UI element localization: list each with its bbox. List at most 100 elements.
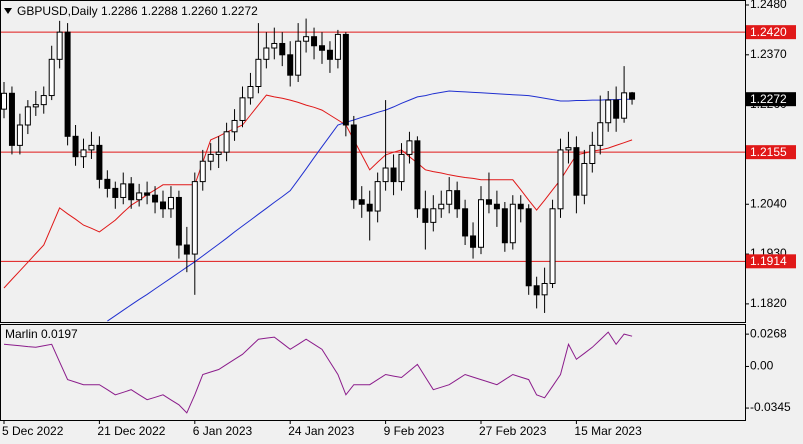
indicator-plot	[3, 331, 633, 414]
overlay: 1.24801.23701.22601.20401.19301.18200.02…	[2, 0, 796, 438]
candle-body	[573, 147, 580, 196]
candle-body	[8, 92, 15, 146]
candle-body	[1, 92, 7, 110]
candle-body	[175, 196, 182, 246]
level-label-box	[746, 254, 796, 269]
candle-body	[231, 119, 238, 133]
candle-body	[589, 144, 596, 164]
main-frame	[0, 0, 746, 323]
x-tick-label: 21 Dec 2022	[97, 424, 165, 438]
y-tick-label: 1.2040	[750, 196, 787, 210]
candle-body	[112, 187, 119, 198]
level-label-box	[746, 25, 796, 40]
x-tick-label: 5 Dec 2022	[2, 424, 64, 438]
candle-body	[501, 208, 508, 244]
price-label-box	[746, 92, 796, 107]
candle-body	[533, 285, 540, 296]
x-tick-label: 27 Feb 2023	[479, 424, 547, 438]
candle-body	[557, 149, 564, 210]
x-tick-label: 9 Feb 2023	[384, 424, 445, 438]
candle-body	[239, 97, 246, 121]
moving-average	[3, 94, 633, 289]
candle-body	[525, 208, 532, 287]
candle-body	[16, 124, 23, 146]
candle-body	[144, 192, 151, 196]
candle-body	[342, 33, 349, 126]
candle-body	[509, 203, 516, 244]
y-tick-label: 0.0268	[750, 326, 787, 340]
candle-body	[128, 183, 135, 201]
candle-body	[462, 208, 469, 237]
candle-body	[398, 153, 405, 183]
y-tick-label: 1.2370	[750, 47, 787, 61]
candle-body	[374, 181, 381, 212]
candle-body	[478, 199, 484, 248]
candle-body	[223, 131, 230, 153]
candle-body	[414, 140, 421, 210]
candle-body	[287, 54, 294, 76]
candle-body	[120, 183, 127, 198]
candle-body	[183, 244, 190, 255]
level-label: 1.2420	[750, 25, 787, 39]
candle-body	[485, 199, 492, 205]
candle-body	[358, 199, 365, 205]
indicator-line	[3, 331, 633, 414]
candle-body	[541, 283, 548, 296]
candle-body	[326, 49, 333, 60]
candle-body	[446, 190, 453, 205]
candle-body	[390, 167, 397, 183]
price-label: 1.2272	[750, 92, 787, 106]
candle-body	[24, 106, 31, 126]
candle-body	[334, 33, 341, 60]
candle-body	[215, 151, 222, 155]
candle-body	[565, 147, 572, 151]
candle-body	[88, 144, 95, 151]
candle-body	[366, 203, 373, 212]
sub-frame	[0, 324, 746, 421]
candle-body	[629, 92, 636, 100]
candle-body	[454, 190, 461, 210]
candle-body	[430, 208, 437, 223]
x-tick-label: 15 Mar 2023	[574, 424, 642, 438]
candle-body	[167, 196, 174, 210]
candle-body	[311, 36, 318, 47]
candle-body	[152, 194, 159, 203]
candle-body	[621, 92, 628, 119]
x-tick-label: 24 Jan 2023	[288, 424, 354, 438]
candle-body	[613, 99, 620, 119]
candle-body	[406, 140, 413, 155]
level-label: 1.1914	[750, 254, 787, 268]
candle-body	[438, 203, 445, 210]
candle-body	[581, 162, 588, 196]
candle-body	[255, 58, 262, 88]
candle-body	[48, 58, 55, 97]
candle-body	[199, 160, 206, 183]
y-tick-label: 0.00	[750, 359, 774, 373]
collapse-icon	[4, 8, 12, 14]
candle-body	[32, 104, 39, 108]
candle-body	[136, 192, 143, 201]
candle-body	[279, 42, 286, 56]
candle-body	[295, 40, 302, 76]
chart-title: GBPUSD,Daily 1.2286 1.2288 1.2260 1.2272	[17, 4, 258, 18]
price-plot	[1, 18, 745, 322]
candle-body	[72, 135, 79, 158]
candle-body	[104, 178, 111, 189]
candle-body	[319, 45, 325, 51]
candle-body	[382, 167, 389, 183]
level-label: 1.2155	[750, 145, 787, 159]
level-label-box	[746, 145, 796, 160]
candle-body	[191, 181, 198, 255]
candle-body	[96, 144, 103, 180]
candle-body	[303, 36, 310, 42]
candle-body	[422, 208, 429, 223]
candle-body	[271, 42, 278, 49]
candle-body	[605, 99, 612, 124]
candle-body	[517, 203, 524, 210]
x-tick-label: 6 Jan 2023	[193, 424, 253, 438]
candle-body	[64, 31, 71, 137]
candle-body	[350, 124, 357, 201]
indicator-title: Marlin 0.0197	[5, 327, 78, 341]
